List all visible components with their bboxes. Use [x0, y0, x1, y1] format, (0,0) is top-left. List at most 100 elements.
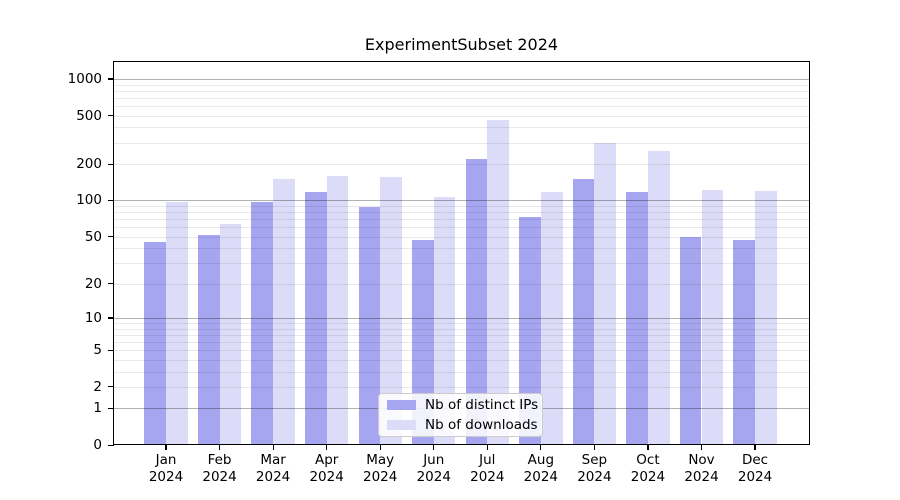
- x-tick-label: Dec 2024: [737, 452, 773, 485]
- x-tick-label: Apr 2024: [309, 452, 344, 485]
- y-tick: [108, 236, 114, 238]
- x-tick-label: Jan 2024: [148, 452, 184, 485]
- gridline-minor: [114, 97, 809, 99]
- y-tick: [108, 349, 114, 351]
- x-tick-label: Sep 2024: [577, 452, 612, 485]
- gridline-minor: [114, 212, 809, 214]
- x-tick: [486, 445, 488, 450]
- bar-distinct-ips-dec: [733, 239, 756, 445]
- x-tick: [326, 445, 328, 450]
- y-tick: [108, 317, 114, 319]
- gridline-major: [114, 200, 809, 202]
- gridline-minor: [114, 115, 809, 117]
- x-tick-label: Nov 2024: [684, 452, 719, 485]
- gridline-minor: [114, 219, 809, 221]
- legend-swatch-downloads: [387, 419, 416, 430]
- gridline-minor: [114, 328, 809, 330]
- y-tick-label: 50: [84, 228, 102, 245]
- y-tick-label: 100: [76, 192, 102, 209]
- bar-downloads-jan: [166, 202, 188, 445]
- y-tick-label: 200: [76, 156, 102, 172]
- bar-distinct-ips-may: [358, 207, 381, 445]
- gridline-major: [114, 78, 809, 80]
- bar-downloads-sep: [594, 142, 617, 445]
- bar-distinct-ips-mar: [251, 202, 274, 445]
- legend-swatch-distinct-ips: [387, 400, 416, 411]
- bar-downloads-feb: [219, 223, 242, 445]
- x-tick-label: Jun 2024: [416, 452, 451, 485]
- gridline-minor: [114, 359, 809, 361]
- bar-downloads-jul: [487, 120, 509, 445]
- y-tick-label: 2: [93, 378, 102, 395]
- legend-item-downloads: Nb of downloads: [387, 417, 542, 433]
- gridline-minor: [114, 350, 809, 352]
- x-tick: [540, 445, 542, 450]
- bar-distinct-ips-feb: [197, 234, 220, 445]
- y-tick: [108, 386, 114, 388]
- gridline-minor: [114, 142, 809, 144]
- bar-downloads-oct: [647, 151, 670, 445]
- legend-label-downloads: Nb of downloads: [425, 416, 538, 433]
- bar-distinct-ips-nov: [679, 236, 702, 445]
- bar-distinct-ips-apr: [304, 191, 327, 445]
- x-tick: [593, 445, 595, 450]
- legend-item-distinct-ips: Nb of distinct IPs: [387, 397, 542, 413]
- x-tick: [647, 445, 649, 450]
- y-tick-label: 1000: [67, 70, 102, 87]
- y-tick-label: 500: [76, 107, 102, 124]
- x-tick: [433, 445, 435, 450]
- chart-title: ExperimentSubset 2024: [364, 35, 559, 54]
- gridline-minor: [114, 236, 809, 238]
- bar-downloads-jun: [433, 197, 456, 445]
- x-tick: [165, 445, 167, 450]
- x-tick-label: May 2024: [363, 452, 398, 485]
- bar-downloads-aug: [540, 192, 563, 445]
- gridline-minor: [114, 84, 809, 86]
- y-tick: [108, 163, 114, 165]
- y-tick: [108, 407, 114, 409]
- y-tick: [108, 444, 114, 446]
- gridline-minor: [114, 127, 809, 129]
- y-tick-label: 20: [84, 275, 102, 292]
- x-tick-label: Jul 2024: [470, 452, 505, 485]
- y-tick: [108, 199, 114, 202]
- gridline-minor: [114, 263, 809, 265]
- bar-distinct-ips-oct: [626, 191, 648, 445]
- gridline-minor: [114, 386, 809, 388]
- gridline-minor: [114, 323, 809, 324]
- x-tick: [218, 445, 221, 450]
- gridline-minor: [114, 90, 809, 92]
- x-tick: [379, 445, 381, 450]
- gridline-minor: [114, 371, 809, 373]
- x-tick-label: Feb 2024: [202, 452, 237, 485]
- bar-downloads-nov: [701, 190, 724, 445]
- gridline-minor: [114, 227, 809, 229]
- y-tick: [108, 115, 114, 117]
- y-tick-label: 10: [84, 309, 102, 326]
- gridline-minor: [114, 334, 809, 336]
- legend: Nb of distinct IPs Nb of downloads: [378, 393, 543, 437]
- x-tick-label: Aug 2024: [523, 452, 559, 485]
- x-tick: [754, 445, 756, 450]
- y-tick-label: 1: [93, 400, 102, 417]
- gridline-minor: [114, 205, 809, 207]
- gridline-minor: [114, 105, 809, 107]
- x-tick-label: Oct 2024: [630, 452, 666, 485]
- x-tick: [700, 445, 703, 450]
- bar-downloads-apr: [326, 175, 349, 445]
- legend-label-distinct-ips: Nb of distinct IPs: [425, 397, 539, 414]
- y-tick: [108, 78, 114, 80]
- y-tick: [108, 283, 114, 285]
- bar-distinct-ips-jul: [465, 158, 488, 445]
- gridline-minor: [114, 164, 809, 165]
- bar-distinct-ips-sep: [572, 179, 595, 445]
- gridline-minor: [114, 283, 809, 285]
- bar-distinct-ips-aug: [519, 216, 541, 445]
- y-tick-label: 0: [93, 437, 102, 453]
- y-tick-label: 5: [93, 342, 102, 359]
- bar-distinct-ips-jan: [144, 242, 166, 445]
- bar-downloads-mar: [273, 179, 295, 445]
- x-tick: [272, 445, 274, 450]
- x-tick-label: Mar 2024: [255, 452, 291, 485]
